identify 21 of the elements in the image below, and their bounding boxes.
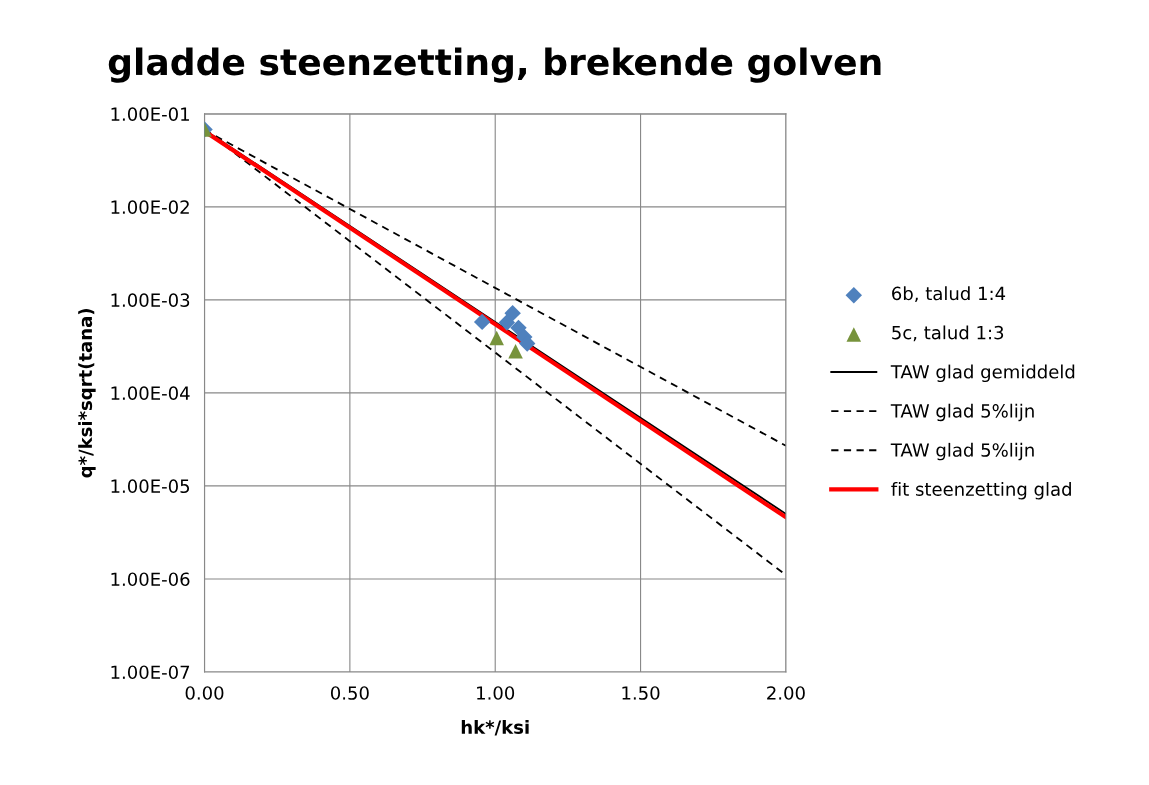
- x-axis-title: hk*/ksi: [461, 719, 529, 736]
- y-tick-label: 1.00E-02: [111, 200, 189, 214]
- x-tick-label: 0.50: [330, 686, 369, 700]
- legend-label: fit steenzetting glad: [891, 482, 1071, 500]
- legend-label: 6b, talud 1:4: [892, 286, 1006, 303]
- legend-label: TAW glad 5%lijn: [890, 442, 1034, 461]
- y-axis-title: q*/ksi*sqrt(tana): [78, 308, 96, 478]
- y-tick-label: 1.00E-01: [111, 107, 189, 121]
- y-tick-label: 1.00E-06: [111, 572, 190, 587]
- x-tick-label: 1.50: [622, 686, 660, 700]
- x-tick-label: 2.00: [767, 686, 805, 700]
- y-tick-label: 1.00E-07: [111, 665, 190, 680]
- y-tick-label: 1.00E-04: [111, 386, 190, 401]
- y-tick-label: 1.00E-05: [111, 479, 190, 494]
- x-tick-label: 1.00: [477, 686, 515, 700]
- chart-title: gladde steenzetting, brekende golven: [108, 47, 881, 83]
- legend-label: 5c, talud 1:3: [892, 325, 1004, 342]
- x-tick-label: 0.00: [185, 686, 224, 700]
- y-tick-label: 1.00E-03: [111, 293, 190, 307]
- legend-label: TAW glad gemiddeld: [890, 364, 1075, 383]
- legend-label: TAW glad 5%lijn: [890, 403, 1034, 422]
